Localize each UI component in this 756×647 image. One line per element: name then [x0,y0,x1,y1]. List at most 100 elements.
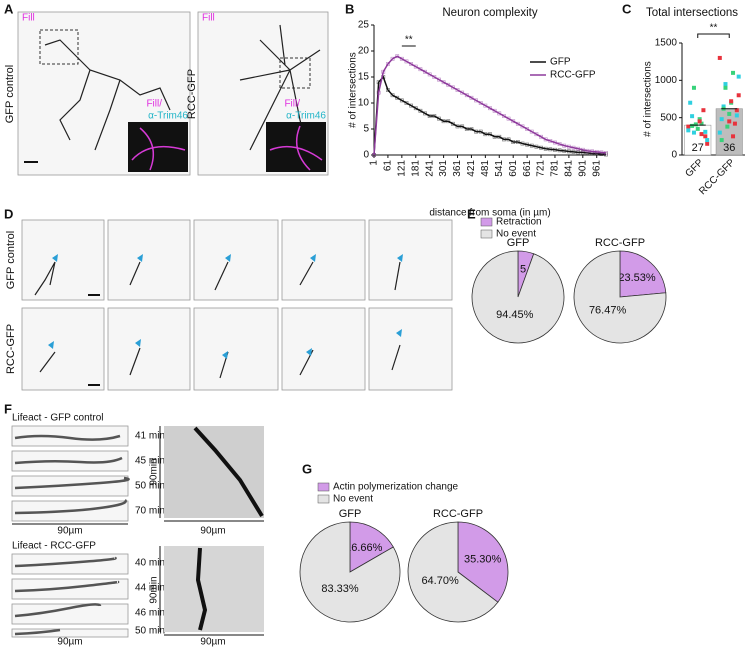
cells [14,556,120,636]
micrograph [368,219,453,301]
point [469,95,474,100]
point [520,124,525,129]
pie-title: GFP [507,237,530,249]
point [695,126,700,131]
x-tick-label: 121 [396,160,407,177]
point [686,128,691,133]
x-tick-label: 181 [410,160,421,177]
label: Fill [202,13,215,24]
point [423,111,427,116]
point [409,62,414,66]
n-label: 27 [692,142,704,154]
pie-slice [299,521,401,623]
label: Fill [22,13,35,24]
neuron [239,24,321,161]
scale-label: 90µm [200,526,225,537]
x-tick-label: 901 [577,160,588,177]
strip [11,603,129,625]
point [413,106,418,111]
x-tick-label: 661 [522,160,533,177]
y-tick-label: 20 [358,46,370,57]
point [697,119,702,124]
time-label: 45 min [135,456,165,467]
row-label: RCC-GFP [5,324,17,374]
x-tick-label: 241 [424,160,435,177]
point [705,138,710,143]
kymograph [164,546,264,632]
y-tick-label: 5 [363,124,369,135]
row-label: RCC-GFP [186,69,198,119]
micrograph [107,219,191,301]
point [717,130,722,135]
chart-title: Neuron complexity [442,7,537,19]
point [404,101,409,105]
micrograph [193,307,279,391]
pie-title: GFP [339,508,362,520]
point [731,134,736,139]
micrograph [107,307,191,391]
kymograph [164,426,264,518]
point [686,124,691,129]
legend-label: No event [496,229,536,240]
x-tick-label: 781 [550,160,561,177]
time-label: 40 min [135,558,165,569]
label: Lifeact - RCC-GFP [12,541,96,552]
panel-letter: G [302,461,312,476]
point [703,129,708,134]
point [697,117,702,122]
point [399,98,404,103]
panel-letter: D [4,206,13,221]
point [399,56,404,61]
zoom-box [39,29,79,65]
micrograph [21,219,105,301]
point [736,93,741,98]
point [497,111,502,116]
zoom-box [279,57,311,89]
series-line [373,55,607,156]
point [727,111,732,116]
micrograph [193,219,279,301]
significance-bar [697,33,730,38]
time-label: 70 min [135,506,165,517]
pie-slice [349,521,394,573]
point [502,114,506,118]
row-label: GFP control [5,231,17,290]
panel-a: Fill GFP control Fill/ α-Trim46 Fill RCC… [4,11,329,176]
point [723,85,728,90]
x-tick-label: GFP [683,157,706,180]
neuron [44,39,171,151]
legend-label: No event [333,494,373,505]
point [529,129,534,134]
point [511,119,516,124]
panel-f: Lifeact - GFP control 41 min 45 min 50 m… [11,413,264,647]
point [701,108,706,113]
x-tick-label: 721 [536,160,547,177]
point [703,134,708,139]
legend-label: GFP [550,57,571,68]
value-label: 16.66% [345,542,383,554]
pie-slice [619,250,667,298]
panel-letter: F [4,401,12,416]
point [460,90,465,95]
point [409,103,414,108]
kymo-edge [193,426,264,518]
x-tick-label: 61 [383,160,394,172]
scale-bar [24,161,38,163]
legend-swatch [317,482,330,492]
point [418,67,423,72]
value-label: 83.33% [321,583,359,595]
inset-neuron [131,127,186,171]
point [723,82,728,87]
point [395,95,400,100]
micrograph [21,307,105,391]
time-label: 44 min [135,583,165,594]
point [427,72,432,77]
label: Lifeact - GFP control [12,413,104,424]
point [719,117,724,122]
point [464,93,469,98]
x-tick-label: 481 [480,160,491,177]
point [390,56,395,61]
point [492,108,497,113]
y-tick-label: 10 [358,98,370,109]
pie-slice [407,521,499,623]
